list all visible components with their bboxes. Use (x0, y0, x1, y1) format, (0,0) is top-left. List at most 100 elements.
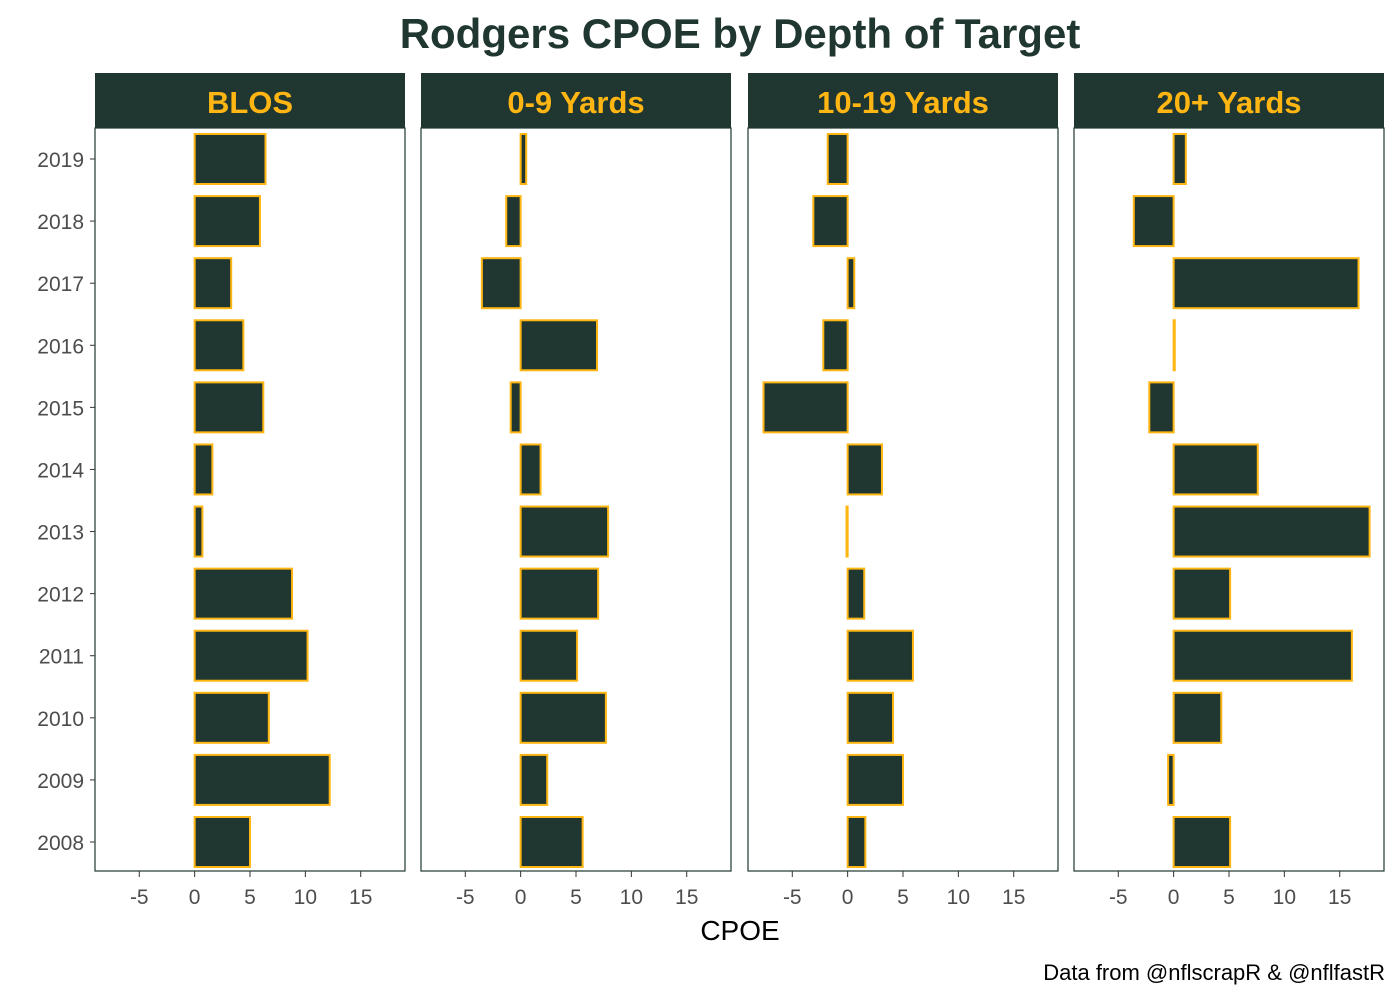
bar-20-yards-2013 (1172, 505, 1371, 558)
x-tick-label: 0 (1168, 886, 1180, 909)
y-tick-label-2010: 2010 (37, 708, 84, 731)
bar-0-9-yards-2018 (505, 195, 522, 248)
bar-0-9-yards-2016 (519, 319, 599, 372)
y-tick-label-2008: 2008 (37, 832, 84, 855)
y-tick-label-2018: 2018 (37, 211, 84, 234)
bar-20-yards-2012 (1172, 567, 1232, 620)
x-tick-label: 15 (1002, 886, 1025, 909)
bar-10-19-yards-2009 (846, 753, 905, 806)
y-tick-label-2014: 2014 (37, 459, 84, 482)
bar-blos-2015 (193, 381, 265, 434)
bar-20-yards-2017 (1172, 257, 1360, 310)
x-tick-label: 10 (294, 886, 317, 909)
facet-strip (748, 73, 1058, 128)
bar-0-9-yards-2009 (519, 753, 549, 806)
bar-0-9-yards-2014 (519, 443, 542, 496)
facet-strip (421, 73, 731, 128)
bar-20-yards-2019 (1172, 133, 1187, 185)
bar-20-yards-2018 (1132, 195, 1175, 248)
x-tick-label: -5 (130, 886, 149, 909)
bar-10-19-yards-2019 (826, 133, 849, 185)
y-tick-label-2017: 2017 (37, 273, 84, 296)
bar-blos-2009 (193, 753, 331, 806)
bar-0-9-yards-2012 (519, 567, 600, 620)
bar-10-19-yards-2012 (846, 567, 866, 620)
x-tick-label: 10 (620, 886, 643, 909)
facet-strip (1074, 73, 1384, 128)
x-tick-label: 10 (1273, 886, 1296, 909)
facet-strip (95, 73, 405, 128)
bar-blos-2013 (193, 505, 204, 558)
y-tick-label-2019: 2019 (37, 149, 84, 172)
y-tick-label-2012: 2012 (37, 584, 84, 607)
bar-blos-2016 (193, 319, 245, 372)
x-axis-title: CPOE (700, 915, 779, 946)
x-tick-label: 15 (349, 886, 372, 909)
x-tick-label: 5 (570, 886, 582, 909)
bar-10-19-yards-2014 (846, 443, 883, 496)
bar-blos-2011 (193, 629, 309, 682)
x-tick-label: -5 (783, 886, 802, 909)
x-tick-label: -5 (456, 886, 475, 909)
y-tick-label-2011: 2011 (39, 646, 84, 669)
bar-20-yards-2016 (1172, 319, 1176, 372)
facet-strip-label: 0-9 Yards (507, 85, 644, 120)
bar-0-9-yards-2013 (519, 505, 610, 558)
y-tick-label-2016: 2016 (37, 335, 84, 358)
bar-20-yards-2011 (1172, 629, 1353, 682)
y-tick-label-2009: 2009 (37, 770, 84, 793)
bar-0-9-yards-2017 (480, 257, 522, 310)
chart-title: Rodgers CPOE by Depth of Target (400, 10, 1081, 57)
bar-10-19-yards-2018 (812, 195, 849, 248)
x-tick-label: 10 (947, 886, 970, 909)
bar-10-19-yards-2010 (846, 691, 895, 744)
facet-strip-label: 20+ Yards (1156, 85, 1301, 120)
bar-10-19-yards-2013 (845, 505, 849, 558)
bar-blos-2017 (193, 257, 233, 310)
facet-strip-label: 10-19 Yards (817, 85, 989, 120)
facet-blos: BLOS -5 0 5 10 15 (94, 73, 406, 909)
bar-blos-2014 (193, 443, 214, 496)
bar-0-9-yards-2019 (519, 133, 528, 185)
bar-20-yards-2009 (1167, 753, 1175, 806)
facet-panel-border (747, 127, 1059, 872)
bar-20-yards-2014 (1172, 443, 1259, 496)
x-tick-label: 0 (515, 886, 527, 909)
x-tick-label: -5 (1109, 886, 1128, 909)
facet-panel-border (94, 127, 406, 872)
bar-0-9-yards-2008 (519, 816, 584, 868)
bar-10-19-yards-2008 (846, 816, 867, 868)
caption: Data from @nflscrapR & @nflfastR (1043, 960, 1385, 985)
y-tick-label-2015: 2015 (37, 397, 84, 420)
bar-10-19-yards-2017 (846, 257, 856, 310)
bar-blos-2010 (193, 691, 270, 744)
bar-10-19-yards-2016 (822, 319, 849, 372)
bar-blos-2019 (193, 133, 267, 185)
x-tick-label: 5 (244, 886, 256, 909)
bar-blos-2008 (193, 816, 251, 868)
facet-10-19-yards: 10-19 Yards -5 0 5 10 15 (747, 73, 1059, 909)
facets-layer: BLOS -5 0 5 10 15 0-9 Yards -5 0 5 10 15 10-19 Yards… (94, 73, 1385, 909)
bar-20-yards-2008 (1172, 816, 1232, 868)
bar-20-yards-2015 (1148, 381, 1175, 434)
bar-blos-2018 (193, 195, 261, 248)
bar-0-9-yards-2011 (519, 629, 579, 682)
bar-10-19-yards-2015 (762, 381, 849, 434)
bar-0-9-yards-2010 (519, 691, 607, 744)
x-tick-label: 15 (1328, 886, 1351, 909)
y-tick-label-2013: 2013 (37, 522, 84, 545)
bar-20-yards-2010 (1172, 691, 1223, 744)
x-tick-label: 0 (189, 886, 201, 909)
facet-20-yards: 20+ Yards -5 0 5 10 15 (1073, 73, 1385, 909)
facet-panel-border (1073, 127, 1385, 872)
bar-10-19-yards-2011 (846, 629, 914, 682)
facet-0-9-yards: 0-9 Yards -5 0 5 10 15 (420, 73, 732, 909)
y-axis: 2008 2009 2010 2011 2012 2013 2014 2015 2016 2017… (37, 149, 95, 855)
bar-blos-2012 (193, 567, 294, 620)
x-tick-label: 15 (675, 886, 698, 909)
facet-strip-label: BLOS (207, 85, 293, 120)
x-tick-label: 5 (1223, 886, 1235, 909)
facet-panel-border (420, 127, 732, 872)
bar-0-9-yards-2015 (509, 381, 522, 434)
